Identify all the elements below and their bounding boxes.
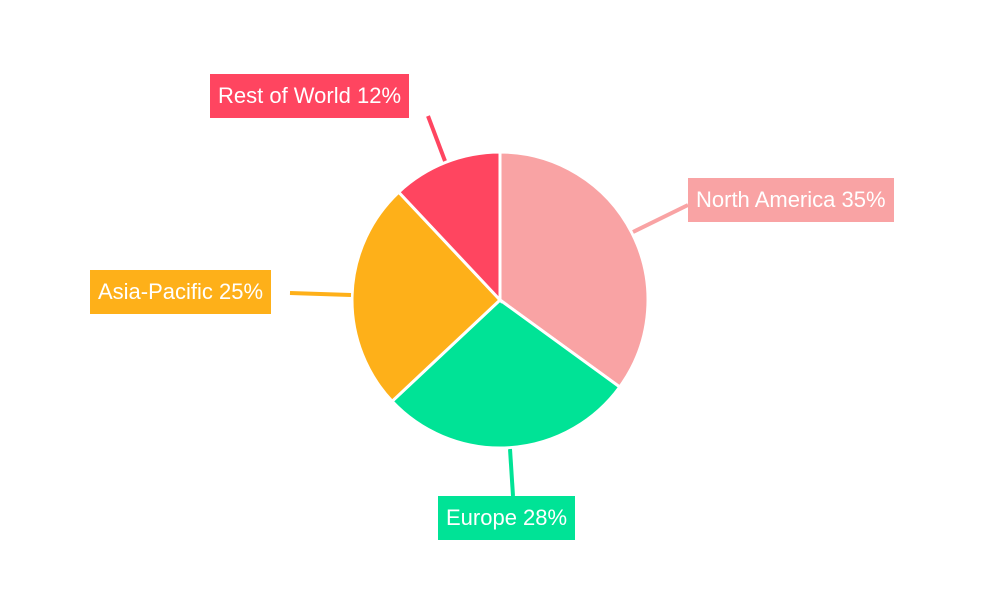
pie-slice-asia-pacific[interactable] [350, 189, 503, 404]
pie-slice-rest-of-world[interactable] [396, 150, 502, 304]
data-label: Asia-Pacific 25% [90, 270, 272, 314]
leader-line [508, 448, 515, 497]
leader-line [632, 203, 689, 234]
pie-slice-north-america[interactable] [498, 150, 650, 390]
data-label: North America 35% [688, 178, 894, 222]
leader-line [289, 291, 352, 297]
leader-line [426, 115, 447, 162]
data-label: Rest of World 12% [210, 74, 410, 118]
data-label: Europe 28% [438, 496, 576, 540]
pie-slice-europe[interactable] [389, 298, 622, 450]
